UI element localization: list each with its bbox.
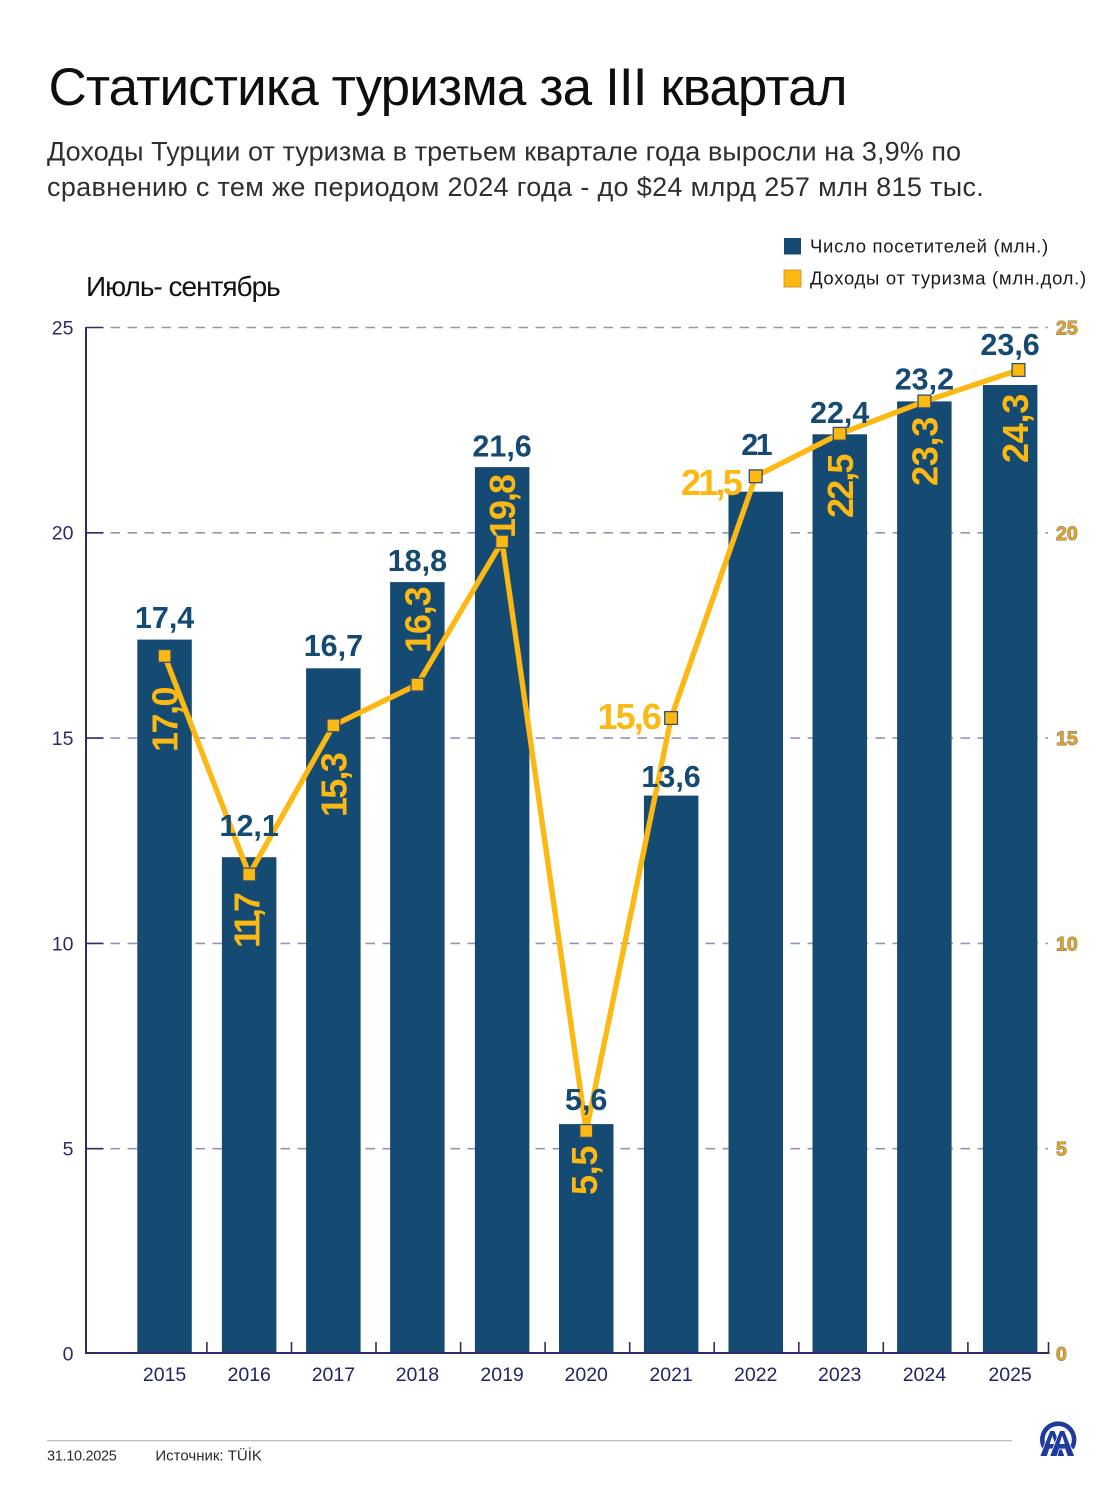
svg-text:22,4: 22,4 [810, 396, 869, 430]
svg-text:Доходы Турции от туризма в тре: Доходы Турции от туризма в третьем кварт… [47, 136, 961, 166]
svg-text:19,8: 19,8 [482, 475, 523, 538]
svg-text:2016: 2016 [228, 1364, 271, 1386]
svg-text:10: 10 [1056, 933, 1078, 955]
svg-text:13,6: 13,6 [641, 760, 700, 794]
svg-text:0: 0 [63, 1343, 74, 1365]
svg-text:2020: 2020 [565, 1364, 609, 1386]
svg-text:20: 20 [1056, 523, 1078, 545]
svg-text:2015: 2015 [143, 1364, 187, 1386]
svg-text:21,5: 21,5 [681, 462, 743, 503]
svg-text:0: 0 [1056, 1344, 1067, 1366]
svg-text:15: 15 [1056, 728, 1078, 750]
svg-text:Источник: TÜİK: Источник: TÜİK [155, 1447, 262, 1465]
svg-text:2023: 2023 [818, 1364, 861, 1386]
svg-text:17,4: 17,4 [135, 601, 194, 635]
svg-text:2018: 2018 [396, 1364, 439, 1386]
svg-text:21,6: 21,6 [472, 429, 531, 463]
svg-text:10: 10 [52, 933, 74, 955]
svg-text:5,6: 5,6 [565, 1083, 607, 1117]
svg-text:11,7: 11,7 [226, 893, 267, 948]
svg-text:23,2: 23,2 [895, 363, 954, 397]
svg-text:2021: 2021 [649, 1364, 692, 1386]
svg-text:12,1: 12,1 [220, 809, 279, 843]
svg-text:15: 15 [52, 728, 74, 750]
svg-text:16,3: 16,3 [398, 587, 439, 653]
svg-text:2024: 2024 [903, 1364, 947, 1386]
svg-text:21: 21 [741, 428, 772, 462]
svg-text:Число посетителей (млн.): Число посетителей (млн.) [810, 236, 1049, 257]
svg-text:17,0: 17,0 [145, 687, 186, 752]
svg-text:20: 20 [52, 523, 74, 545]
svg-text:25: 25 [1056, 318, 1078, 340]
svg-text:5: 5 [1056, 1139, 1067, 1161]
svg-text:18,8: 18,8 [388, 544, 447, 578]
svg-text:24,3: 24,3 [995, 394, 1036, 463]
svg-text:5: 5 [63, 1139, 74, 1161]
svg-text:2025: 2025 [988, 1364, 1032, 1386]
svg-text:Статистика туризма за III квар: Статистика туризма за III квартал [49, 58, 847, 117]
svg-text:2019: 2019 [480, 1364, 523, 1386]
svg-text:Доходы от туризма (млн.дол.): Доходы от туризма (млн.дол.) [810, 268, 1087, 289]
svg-text:2022: 2022 [734, 1364, 777, 1386]
svg-text:23,3: 23,3 [905, 417, 946, 486]
svg-text:сравнению с тем же периодом 20: сравнению с тем же периодом 2024 года - … [47, 172, 984, 202]
svg-text:2017: 2017 [312, 1364, 355, 1386]
svg-text:5,5: 5,5 [564, 1146, 605, 1195]
svg-text:16,7: 16,7 [304, 629, 363, 663]
svg-text:15,3: 15,3 [314, 753, 355, 817]
svg-text:31.10.2025: 31.10.2025 [47, 1449, 117, 1465]
svg-text:Июль- сентябрь: Июль- сентябрь [86, 271, 280, 302]
svg-text:25: 25 [52, 317, 74, 339]
svg-text:22,5: 22,5 [820, 454, 861, 518]
svg-text:23,6: 23,6 [980, 328, 1039, 362]
svg-text:15,6: 15,6 [598, 696, 661, 737]
